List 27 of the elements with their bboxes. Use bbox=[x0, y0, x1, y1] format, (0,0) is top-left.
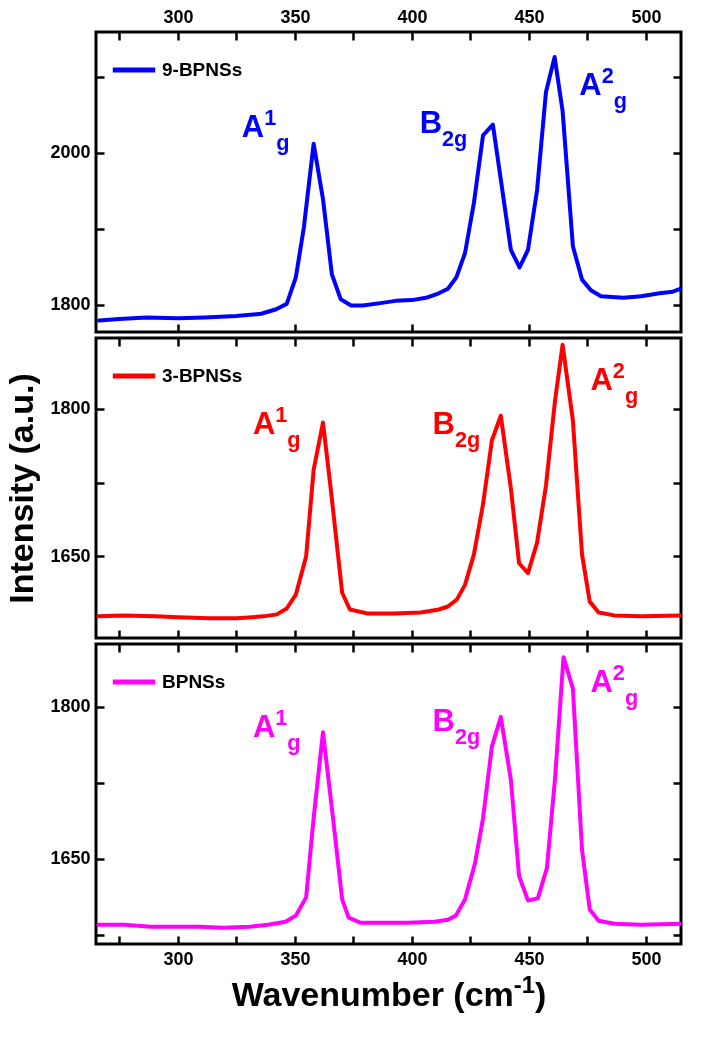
y-tick-label: 1650 bbox=[50, 848, 91, 869]
x-tick-label: 400 bbox=[397, 948, 428, 969]
y-tick-label: 2000 bbox=[50, 142, 91, 163]
x-axis-title: Wavenumber (cm$^{-1}$) bbox=[231, 970, 547, 1013]
line-series bbox=[96, 342, 681, 621]
y-tick-label: 1800 bbox=[50, 696, 91, 717]
annotation: B$_{2g}$ bbox=[419, 104, 468, 151]
x2-tick-label: 400 bbox=[397, 6, 428, 27]
legend-label: BPNSs bbox=[162, 671, 226, 692]
y-tick-label: 1650 bbox=[50, 545, 91, 566]
x-tick-label: 300 bbox=[163, 948, 194, 969]
legend-label: 9-BPNSs bbox=[162, 59, 243, 80]
y-tick-label: 1800 bbox=[50, 398, 91, 419]
y-tick-label: 1800 bbox=[50, 294, 91, 315]
y-axis-title: Intensity (a.u.) bbox=[2, 373, 41, 604]
x2-tick-label: 450 bbox=[514, 6, 545, 27]
x2-tick-label: 350 bbox=[280, 6, 311, 27]
x-tick-label: 450 bbox=[514, 948, 545, 969]
line-series bbox=[96, 655, 681, 930]
legend-label: 3-BPNSs bbox=[162, 365, 243, 386]
x-tick-label: 350 bbox=[280, 948, 311, 969]
annotation: B$_{2g}$ bbox=[432, 703, 481, 749]
x2-tick-label: 500 bbox=[631, 6, 662, 27]
line-series bbox=[97, 55, 681, 323]
x-tick-label: 500 bbox=[631, 948, 662, 969]
annotation: B$_{2g}$ bbox=[432, 406, 481, 452]
x2-tick-label: 300 bbox=[163, 6, 194, 27]
